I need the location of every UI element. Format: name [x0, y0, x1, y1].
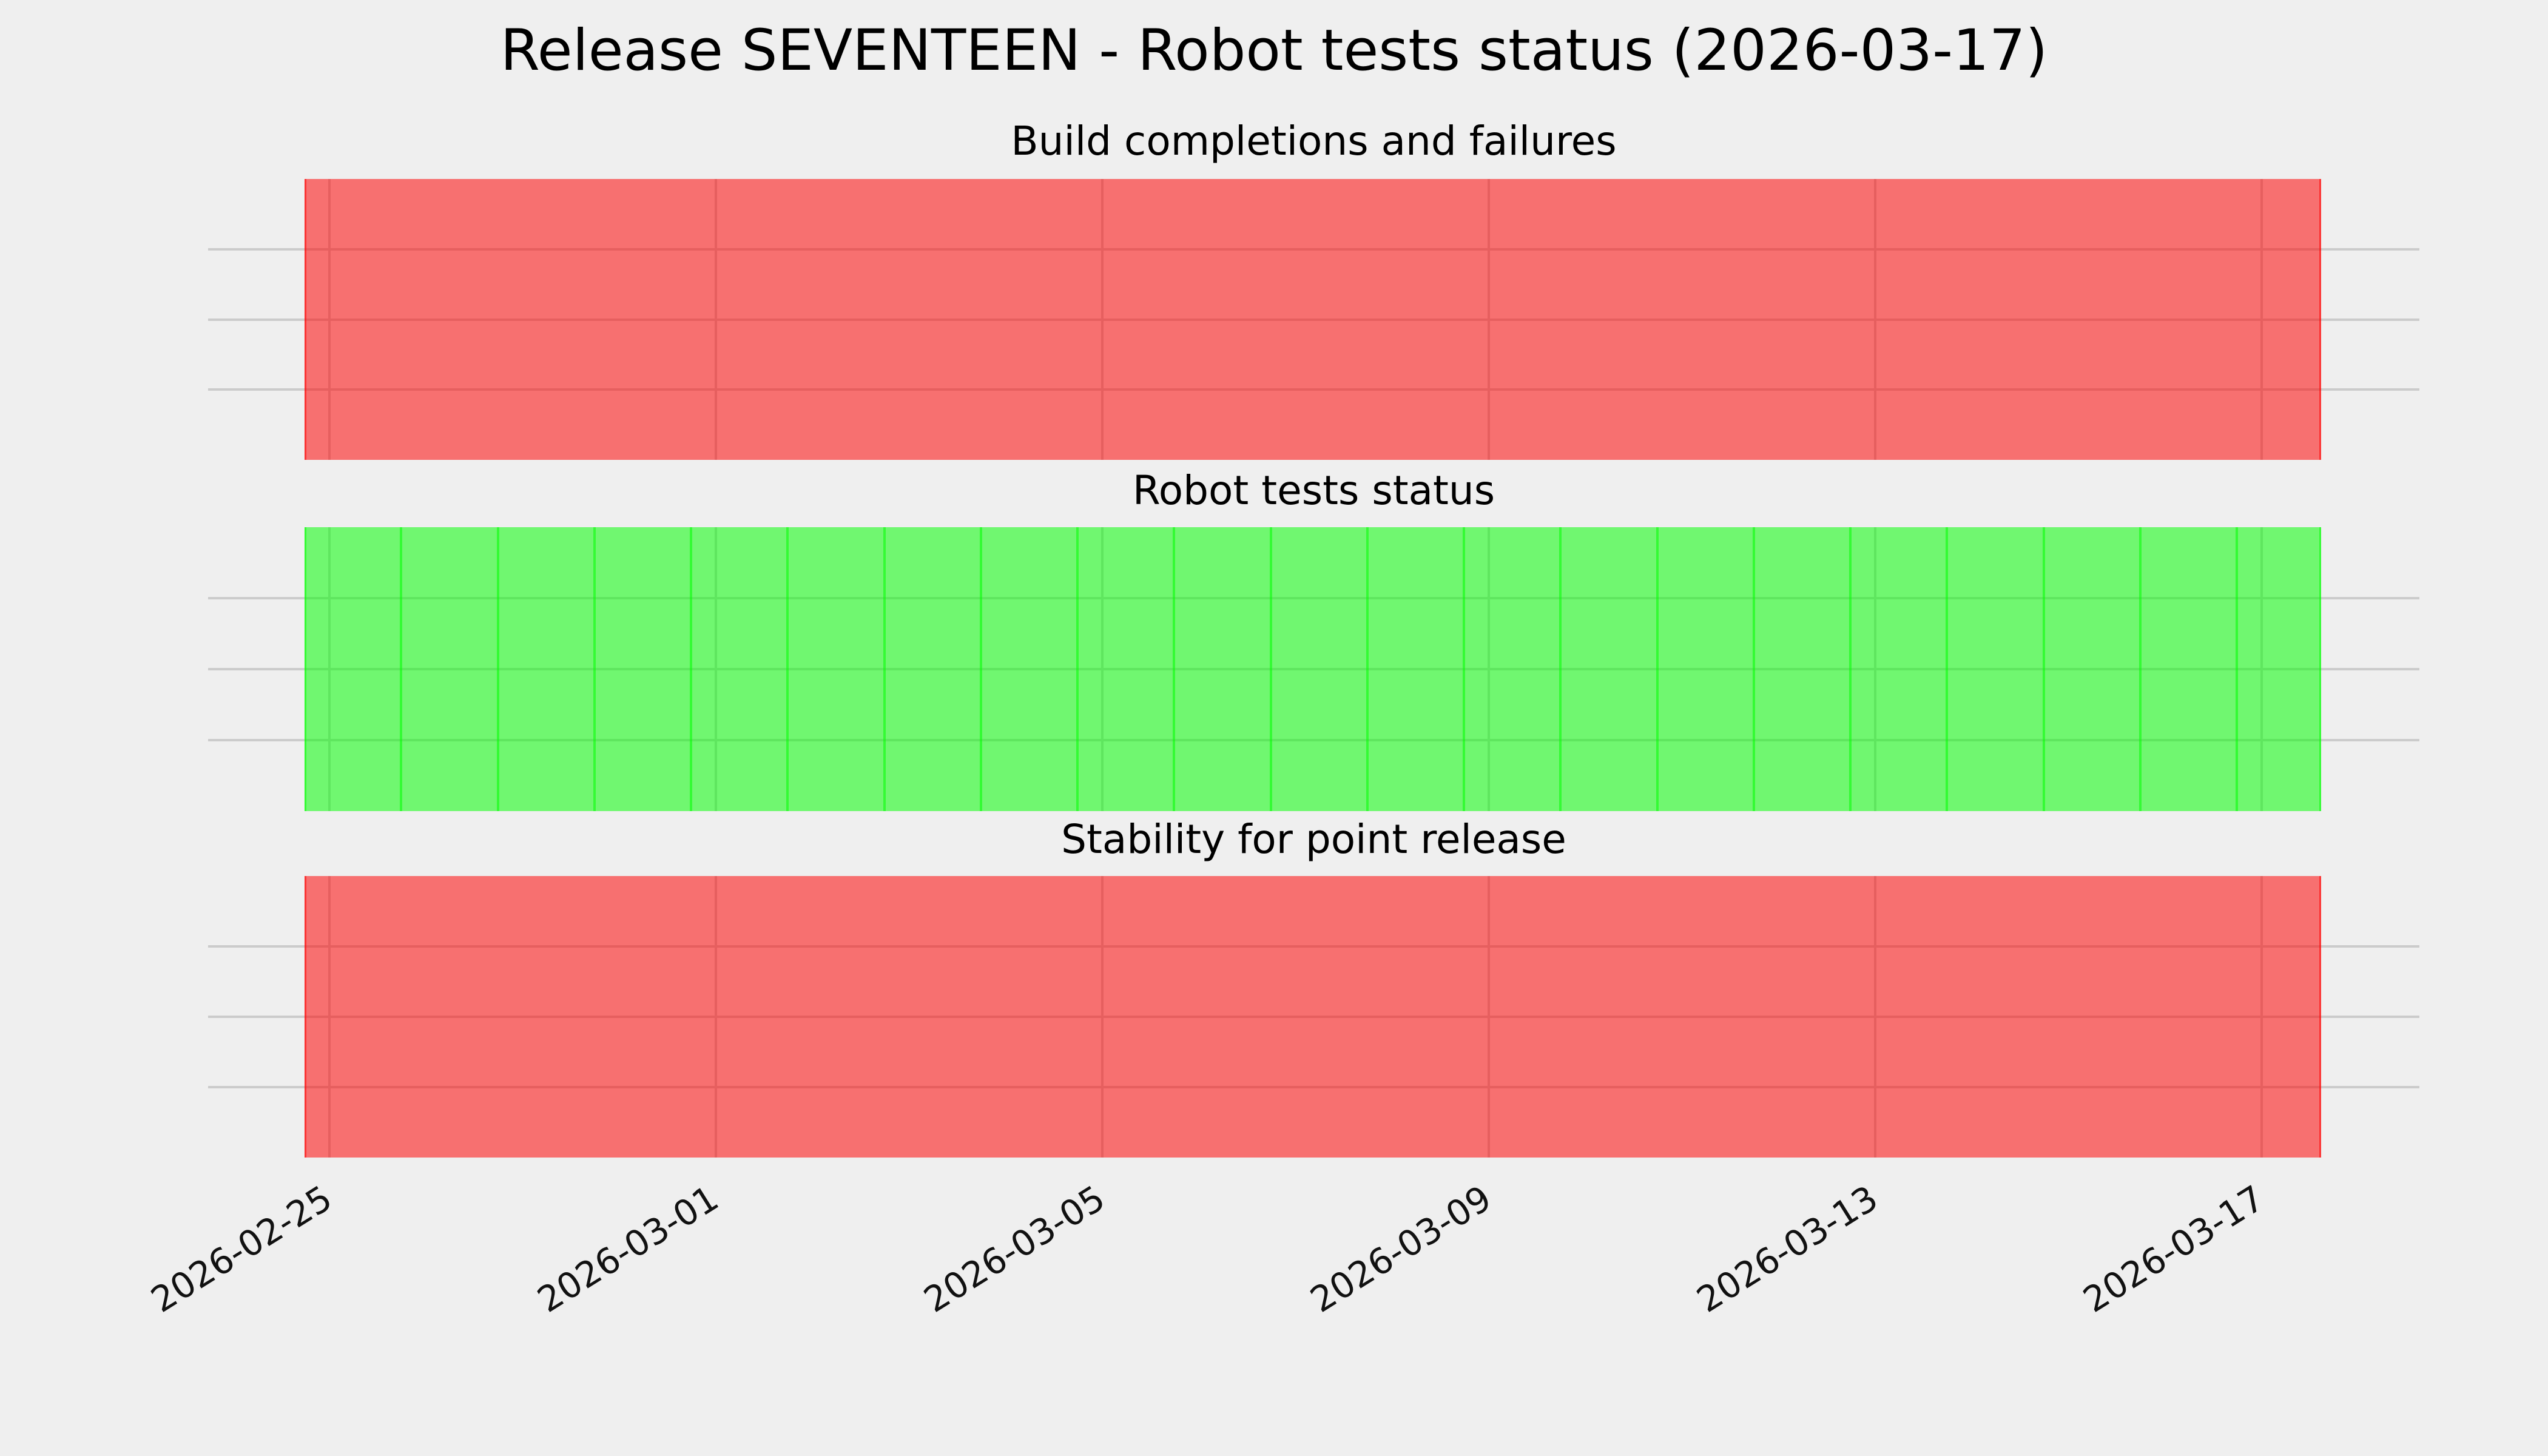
panel-1-subtitle: Robot tests status — [1132, 467, 1495, 514]
day-boundary-line — [593, 527, 596, 811]
x-tick-label: 2026-03-13 — [1690, 1177, 1885, 1321]
band-edge-right — [2319, 527, 2321, 811]
day-boundary-line — [1173, 527, 1176, 811]
day-boundary-line — [1366, 527, 1369, 811]
day-boundary-line — [2138, 527, 2142, 811]
day-boundary-line — [883, 527, 886, 811]
day-boundary-line — [1269, 527, 1272, 811]
band-edge-right — [2319, 179, 2321, 460]
status-band-pass — [305, 527, 2321, 811]
day-boundary-line — [1463, 527, 1465, 811]
day-boundary-line — [1946, 527, 1949, 811]
status-band-fail — [305, 876, 2321, 1158]
panel-2-subtitle: Stability for point release — [1061, 816, 1566, 863]
day-boundary-line — [1076, 527, 1079, 811]
day-boundary-line — [2042, 527, 2045, 811]
day-boundary-line — [786, 527, 789, 811]
day-boundary-line — [1849, 527, 1852, 811]
status-band-fail — [305, 179, 2321, 460]
day-boundary-line — [1656, 527, 1659, 811]
day-boundary-line — [2236, 527, 2238, 811]
band-fill — [305, 876, 2321, 1158]
day-boundary-line — [690, 527, 692, 811]
band-edge-right — [2319, 876, 2321, 1158]
band-edge-left — [305, 179, 306, 460]
x-tick-label: 2026-03-17 — [2076, 1177, 2271, 1321]
day-boundary-line — [1752, 527, 1755, 811]
day-boundary-line — [400, 527, 403, 811]
x-tick-label: 2026-02-25 — [144, 1177, 339, 1321]
band-edge-left — [305, 876, 306, 1158]
band-fill — [305, 179, 2321, 460]
day-boundary-line — [496, 527, 499, 811]
band-edge-left — [305, 527, 306, 811]
day-boundary-line — [979, 527, 982, 811]
x-tick-label: 2026-03-01 — [530, 1177, 726, 1321]
panel-0-subtitle: Build completions and failures — [1011, 118, 1617, 164]
x-tick-label: 2026-03-05 — [917, 1177, 1112, 1321]
day-boundary-line — [1559, 527, 1562, 811]
x-tick-label: 2026-03-09 — [1303, 1177, 1498, 1321]
band-fill — [305, 527, 2321, 811]
chart-title: Release SEVENTEEN - Robot tests status (… — [500, 18, 2048, 84]
